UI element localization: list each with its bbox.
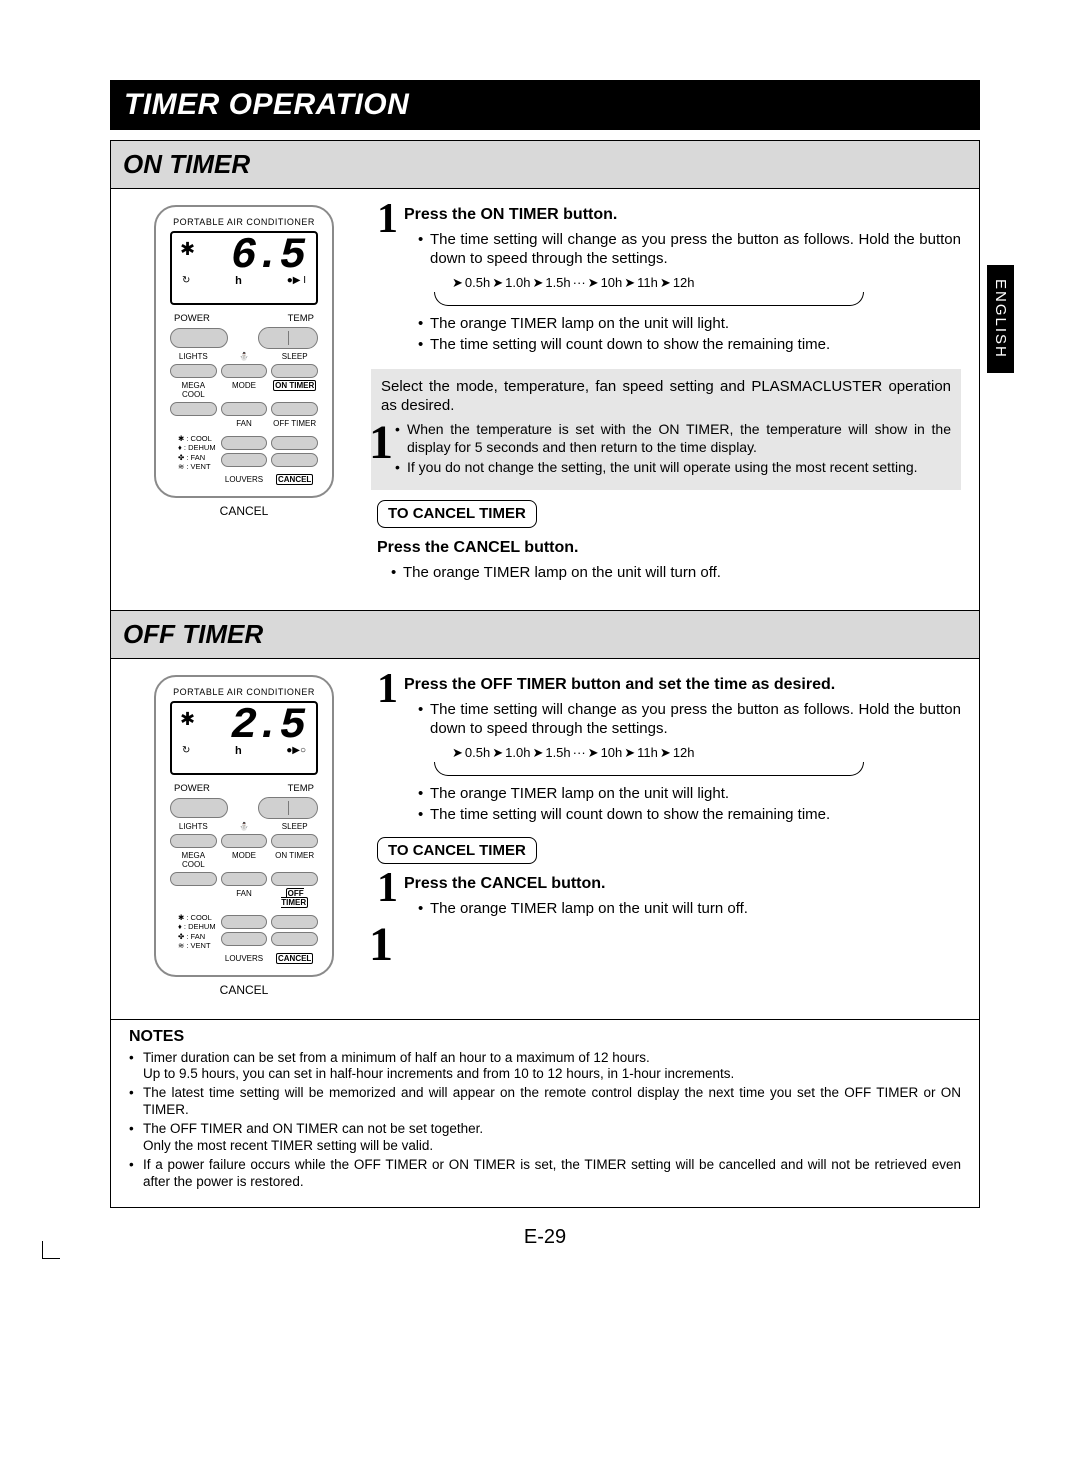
main-frame: ON TIMER PORTABLE AIR CONDITIONER ✱ 6.5 … [110,140,980,1208]
notes-title: NOTES [129,1028,961,1046]
notes-item: The latest time setting will be memorize… [129,1085,961,1119]
off-timer-remote-col: PORTABLE AIR CONDITIONER ✱ 2.5 ↻h●▶○ POW… [129,675,359,997]
on-gray-lead: Select the mode, temperature, fan speed … [381,377,951,416]
remote-cancel-label-on: CANCEL [220,504,269,518]
off-timer-text: 1 Press the OFF TIMER button and set the… [377,675,961,997]
notes-item: If a power failure occurs while the OFF … [129,1157,961,1191]
off-step1-bullet: The orange TIMER lamp on the unit will l… [418,784,961,804]
off-timer-header: OFF TIMER [111,610,979,659]
remote-off: PORTABLE AIR CONDITIONER ✱ 2.5 ↻h●▶○ POW… [154,675,334,977]
off-cancel-title: Press the CANCEL button. [404,874,961,895]
notes-list: Timer duration can be set from a minimum… [129,1050,961,1191]
off-step1-bullet: The time setting will count down to show… [418,805,961,825]
on-step1-bullet: The time setting will change as you pres… [418,230,961,269]
off-step1-bullet: The time setting will change as you pres… [418,700,961,739]
off-cancel-bullet: The orange TIMER lamp on the unit will t… [418,899,961,919]
page-number: E-29 [110,1226,980,1249]
step-1-number: 1 [377,671,398,709]
on-gray-bullet: When the temperature is set with the ON … [395,420,951,456]
on-timer-remote-col: PORTABLE AIR CONDITIONER ✱ 6.5 ↻h●▶ I PO… [129,205,359,588]
on-gray-bullet: If you do not change the setting, the un… [395,458,951,476]
on-timer-body: PORTABLE AIR CONDITIONER ✱ 6.5 ↻h●▶ I PO… [111,189,979,610]
on-timer-header: ON TIMER [111,141,979,189]
off-timer-body: PORTABLE AIR CONDITIONER ✱ 2.5 ↻h●▶○ POW… [111,659,979,1019]
crop-mark-icon [42,1241,60,1259]
page-title: TIMER OPERATION [110,80,980,130]
notes-item: The OFF TIMER and ON TIMER can not be se… [129,1121,961,1155]
step-1-number: 1 [377,870,398,908]
off-cancel-pill: TO CANCEL TIMER [377,837,537,865]
on-step1-bullet: The time setting will count down to show… [418,335,961,355]
on-cancel-bullet: The orange TIMER lamp on the unit will t… [391,563,961,583]
notes-item: Timer duration can be set from a minimum… [129,1050,961,1084]
remote-on: PORTABLE AIR CONDITIONER ✱ 6.5 ↻h●▶ I PO… [154,205,334,498]
on-step1-title: Press the ON TIMER button. [404,205,961,226]
remote-cancel-label-off: CANCEL [220,983,269,997]
language-tab: ENGLISH [987,265,1014,373]
on-cancel-pill: TO CANCEL TIMER [377,500,537,528]
on-cancel-title: Press the CANCEL button. [377,538,961,559]
on-gray-box: Select the mode, temperature, fan speed … [371,369,961,491]
step-1-number: 1 [377,201,398,239]
notes-section: NOTES Timer duration can be set from a m… [111,1019,979,1207]
on-timer-text: 1 Press the ON TIMER button. The time se… [377,205,961,588]
callout-number-off: 1 [369,917,393,972]
time-sequence-off: ➤0.5h➤1.0h➤1.5h···➤10h➤11h➤12h [434,745,864,776]
on-step1-bullet: The orange TIMER lamp on the unit will l… [418,314,961,334]
callout-number-on: 1 [369,415,393,470]
off-step1-title: Press the OFF TIMER button and set the t… [404,675,961,696]
time-sequence-on: ➤0.5h➤1.0h➤1.5h···➤10h➤11h➤12h [434,275,864,306]
